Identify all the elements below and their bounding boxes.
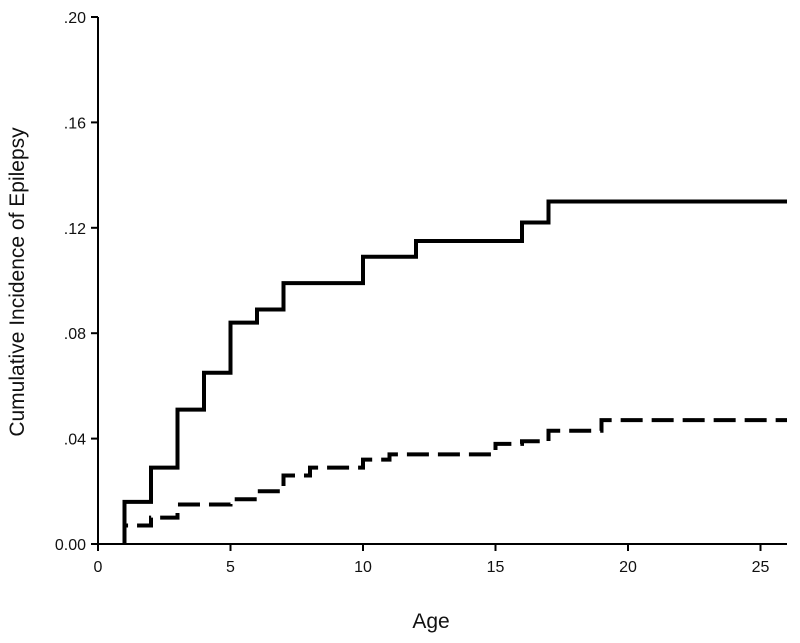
x-axis-ticks: 0 5 10 15 20 25 [94,544,770,576]
y-tick-label: .08 [64,326,86,343]
x-axis-label: Age [412,610,449,633]
y-tick-label: 0.00 [55,537,86,554]
y-tick-label: .04 [64,432,86,449]
y-tick-label: .16 [64,115,86,132]
x-tick-label: 20 [619,559,637,576]
y-tick-label: .20 [64,10,86,27]
x-tick-label: 10 [354,559,372,576]
y-axis-ticks: 0.00 .04 .08 .12 .16 .20 [55,10,98,554]
x-tick-label: 5 [226,559,235,576]
y-tick-label: .12 [64,221,86,238]
series-group [122,199,787,544]
solid-series-line [122,199,787,544]
axes [97,17,787,545]
x-tick-label: 25 [752,559,770,576]
dashed-series-line [122,418,787,544]
y-axis-label: Cumulative Incidence of Epilepsy [6,127,29,437]
x-tick-label: 15 [487,559,505,576]
x-tick-label: 0 [94,559,103,576]
